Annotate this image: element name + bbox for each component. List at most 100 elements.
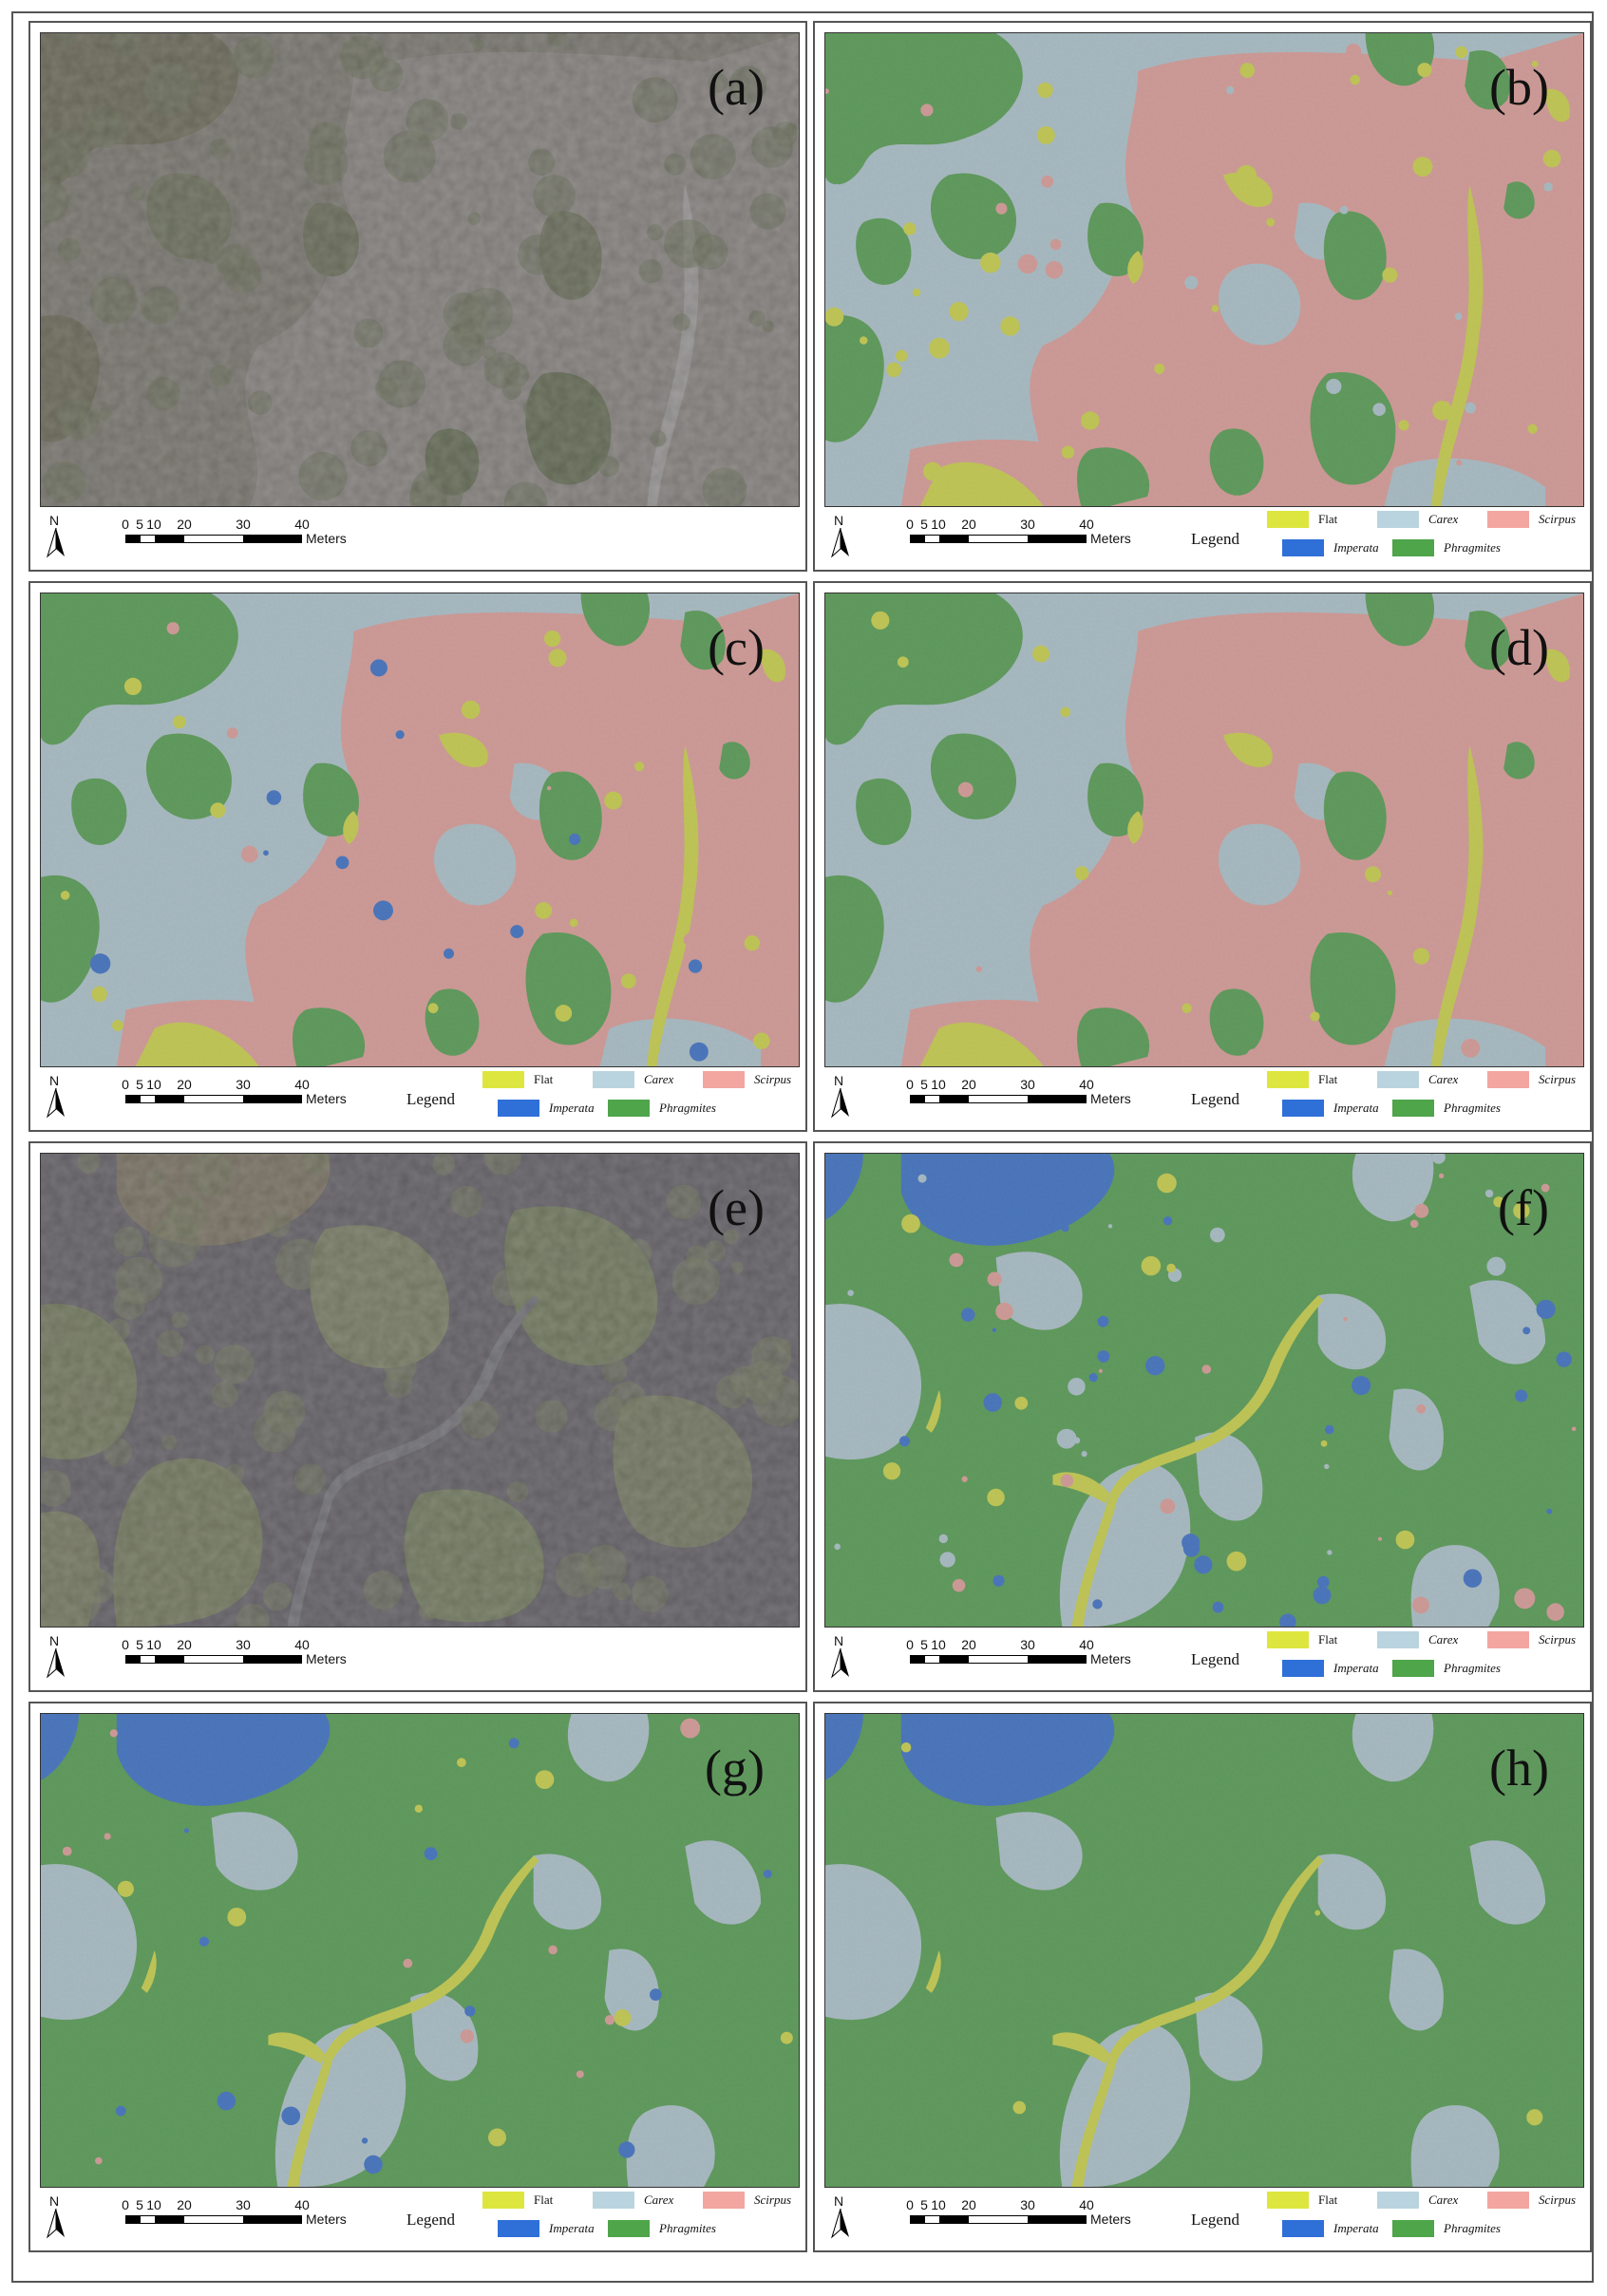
scale-unit: Meters — [1090, 531, 1131, 546]
legend-label: Flat — [534, 1072, 554, 1086]
legend-label: Imperata — [1333, 1661, 1379, 1675]
scale-tick-label: 0 — [906, 2197, 914, 2212]
scale-tick-label: 40 — [1079, 2197, 1094, 2212]
scale-tick-label: 40 — [294, 517, 310, 532]
legend-swatch — [608, 1100, 650, 1117]
north-label: N — [49, 1073, 60, 1088]
legend-title: Legend — [1191, 530, 1239, 548]
legend-swatch — [1282, 1660, 1324, 1677]
scale-tick-label: 40 — [294, 2197, 310, 2212]
panel-h: (h) N 0 5 10 20 30 40 Meters Legend Flat Carex Scirp… — [813, 1702, 1592, 2252]
map-footer: N 0 5 10 20 30 40 Meters Legend Flat Carex Scirpus I… — [824, 2192, 1584, 2249]
scale-tick-label: 40 — [1079, 1077, 1094, 1092]
scale-unit: Meters — [306, 531, 347, 546]
classification-map: (d) — [824, 593, 1584, 1067]
legend-item-phragmites: Phragmites — [1392, 1100, 1501, 1117]
texture-overlay — [825, 33, 1583, 506]
scale-tick-label: 40 — [1079, 1637, 1094, 1652]
legend-item-flat: Flat — [482, 1071, 553, 1088]
scale-tick-label: 10 — [931, 517, 946, 532]
legend-item-scirpus: Scirpus — [703, 1071, 791, 1088]
scale-tick-label: 30 — [236, 517, 251, 532]
north-arrow-icon: N — [830, 1633, 851, 1679]
scale-tick-label: 30 — [236, 1077, 251, 1092]
scale-bar: 0 5 10 20 30 40 Meters — [906, 1637, 1176, 1675]
panel-label: (g) — [705, 1740, 765, 1797]
classification-map: (f) — [824, 1153, 1584, 1628]
scale-unit: Meters — [306, 1091, 347, 1106]
scale-tick-label: 40 — [294, 1077, 310, 1092]
scale-tick-label: 20 — [177, 2197, 192, 2212]
panel-label: (h) — [1489, 1740, 1549, 1797]
legend-title: Legend — [1191, 1090, 1239, 1108]
legend-swatch — [1282, 539, 1324, 556]
north-arrow-icon: N — [46, 1073, 66, 1119]
scale-tick-label: 40 — [294, 1637, 310, 1652]
scale-tick-label: 5 — [920, 1637, 928, 1652]
legend-label: Phragmites — [1444, 540, 1501, 555]
map-footer: N 0 5 10 20 30 40 Meters Legend Flat Carex Scirpus I… — [40, 1071, 800, 1128]
panel-label: (b) — [1489, 59, 1549, 116]
scale-tick-label: 0 — [122, 2197, 129, 2212]
legend-item-scirpus: Scirpus — [703, 2192, 791, 2209]
legend-swatch — [1487, 2192, 1529, 2209]
scale-tick-label: 5 — [136, 2197, 143, 2212]
scale-tick-label: 10 — [931, 1077, 946, 1092]
scale-bar-graphic — [125, 1095, 302, 1103]
scale-tick-label: 0 — [122, 1077, 129, 1092]
scale-tick-label: 40 — [1079, 517, 1094, 532]
legend-swatch — [1377, 1071, 1419, 1088]
north-label: N — [49, 2193, 60, 2209]
panel-label: (c) — [708, 619, 765, 676]
legend-swatch — [593, 2192, 634, 2209]
legend-swatch — [498, 1100, 539, 1117]
classification-map: (h) — [824, 1713, 1584, 2188]
legend: Legend Flat Carex Scirpus Imperata Phragmites — [406, 2192, 796, 2247]
panel-f: (f) N 0 5 10 20 30 40 Meters Legend Flat Carex Scirp… — [813, 1141, 1592, 1692]
legend-item-flat: Flat — [1267, 2192, 1337, 2209]
legend-item-imperata: Imperata — [1282, 1100, 1379, 1117]
scale-tick-label: 30 — [1020, 517, 1035, 532]
scale-tick-label: 30 — [1020, 1077, 1035, 1092]
scale-unit: Meters — [306, 1651, 347, 1666]
panel-label: (d) — [1489, 619, 1549, 676]
panel-label: (a) — [708, 59, 765, 116]
legend-label: Scirpus — [1539, 2192, 1576, 2207]
scale-tick-label: 0 — [906, 1637, 914, 1652]
legend-label: Flat — [534, 2192, 554, 2207]
map-footer: N 0 5 10 20 30 40 Meters Legend Flat Carex Scirpus I… — [824, 511, 1584, 568]
panel-label: (e) — [708, 1179, 765, 1236]
scale-tick-label: 10 — [146, 2197, 161, 2212]
legend-swatch — [703, 1071, 745, 1088]
north-arrow-icon: N — [830, 1073, 851, 1119]
scale-bar: 0 5 10 20 30 40 Meters — [906, 1077, 1176, 1115]
scale-bar-graphic — [910, 1655, 1087, 1664]
panel-c: (c) N 0 5 10 20 30 40 Meters Legend Flat Carex Scirp… — [28, 581, 807, 1132]
legend-swatch — [1377, 2192, 1419, 2209]
legend-item-imperata: Imperata — [1282, 1660, 1379, 1677]
legend-label: Carex — [644, 2192, 674, 2207]
north-label: N — [834, 1633, 844, 1648]
legend-item-phragmites: Phragmites — [608, 1100, 716, 1117]
scale-tick-label: 30 — [236, 1637, 251, 1652]
legend-label: Scirpus — [1539, 1072, 1576, 1086]
legend-label: Carex — [1428, 1632, 1459, 1647]
legend-item-carex: Carex — [1377, 1071, 1458, 1088]
scale-tick-label: 20 — [961, 517, 976, 532]
legend-label: Scirpus — [754, 2192, 791, 2207]
map-footer: N 0 5 10 20 30 40 Meters Legend Flat Carex Scirpus I… — [824, 1631, 1584, 1688]
scale-tick-label: 20 — [177, 1077, 192, 1092]
legend-item-carex: Carex — [1377, 1631, 1458, 1648]
scale-tick-label: 10 — [146, 1637, 161, 1652]
aerial-photo: (a) — [40, 32, 800, 507]
panel-b: (b) N 0 5 10 20 30 40 Meters Legend Flat Carex Scirp… — [813, 21, 1592, 572]
legend-item-scirpus: Scirpus — [1487, 2192, 1576, 2209]
legend-swatch — [608, 2220, 650, 2237]
legend-swatch — [1487, 1631, 1529, 1648]
scale-bar-graphic — [910, 2215, 1087, 2224]
north-arrow-icon: N — [46, 1633, 66, 1679]
legend-label: Scirpus — [754, 1072, 791, 1086]
legend-swatch — [1377, 1631, 1419, 1648]
legend-item-phragmites: Phragmites — [1392, 539, 1501, 556]
legend-item-imperata: Imperata — [1282, 2220, 1379, 2237]
